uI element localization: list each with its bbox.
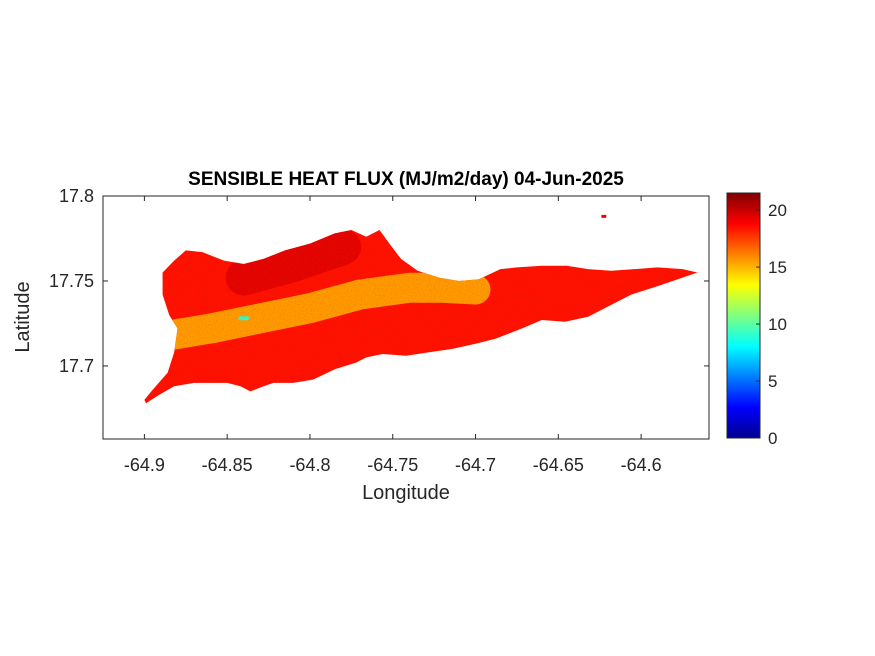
y-tick-label: 17.8 bbox=[59, 186, 94, 206]
x-tick-label: -64.9 bbox=[124, 455, 165, 475]
y-tick-label: 17.75 bbox=[49, 271, 94, 291]
colorbar-gradient bbox=[726, 192, 761, 439]
colorbar-tick-label: 0 bbox=[768, 429, 777, 448]
x-axis-label: Longitude bbox=[362, 482, 450, 504]
x-tick-label: -64.85 bbox=[202, 455, 253, 475]
colorbar-tick-label: 5 bbox=[768, 372, 777, 391]
x-tick-label: -64.75 bbox=[367, 455, 418, 475]
colorbar-tick-label: 20 bbox=[768, 201, 787, 220]
y-axis-label: Latitude bbox=[12, 281, 34, 352]
plot-area: -64.9 -64.85 -64.8 -64.75 -64.7 -64.65 -64.6 1… bbox=[49, 186, 710, 475]
chart-title: SENSIBLE HEAT FLUX (MJ/m2/day) 04-Jun-20… bbox=[188, 169, 624, 190]
x-tick-label: -64.6 bbox=[621, 455, 662, 475]
colorbar-tick-label: 10 bbox=[768, 315, 787, 334]
x-tick-label: -64.7 bbox=[455, 455, 496, 475]
colorbar-tick-label: 15 bbox=[768, 258, 787, 277]
x-tick-label: -64.65 bbox=[533, 455, 584, 475]
y-axis-ticks: 17.7 17.75 17.8 bbox=[49, 186, 709, 376]
y-tick-label: 17.7 bbox=[59, 356, 94, 376]
x-axis-ticks: -64.9 -64.85 -64.8 -64.75 -64.7 -64.65 -64.6 bbox=[124, 196, 662, 475]
colorbar-ticks: 0 5 10 15 20 bbox=[756, 201, 787, 448]
x-tick-label: -64.8 bbox=[289, 455, 330, 475]
colorbar: 0 5 10 15 20 bbox=[726, 192, 787, 448]
